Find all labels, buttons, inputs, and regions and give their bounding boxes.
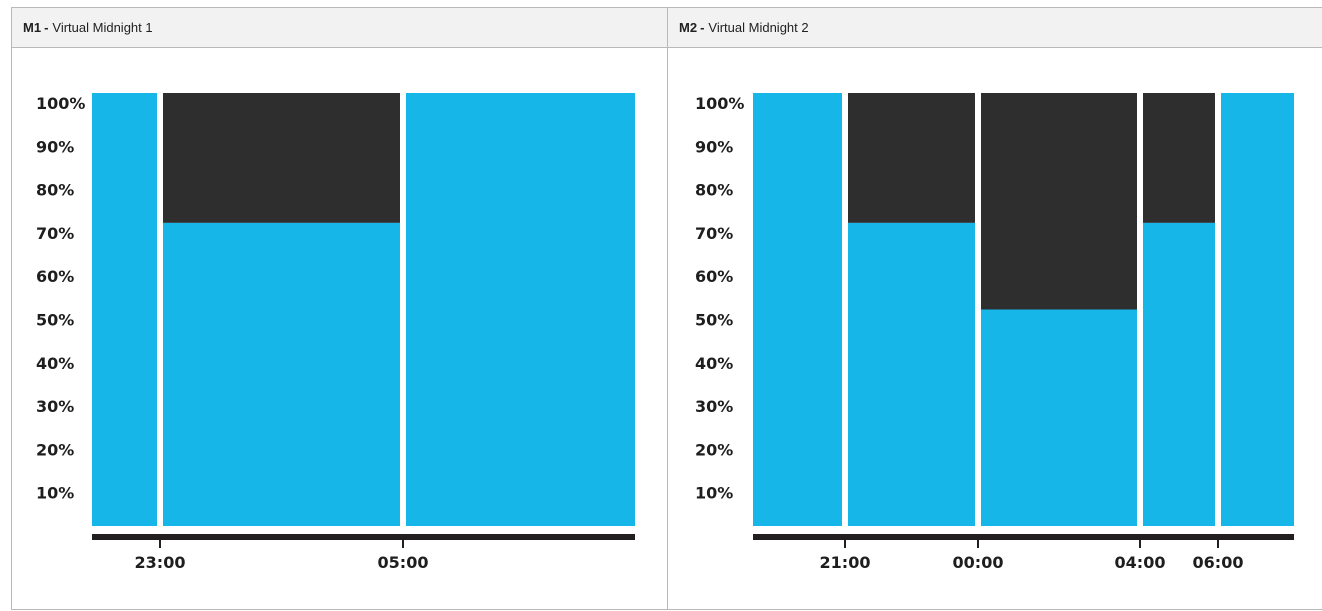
panel-code: M2 [679, 20, 698, 35]
y-tick-label: 60% [695, 267, 733, 286]
y-tick-label: 30% [36, 397, 74, 416]
panel-title: Virtual Midnight 2 [708, 20, 809, 35]
dimming-segment [1143, 93, 1215, 526]
y-tick-label: 40% [36, 354, 74, 373]
panel-m1: M1 - Virtual Midnight 1 100% 90% 80% 70% 60%… [11, 7, 668, 610]
segment-off-bar [981, 93, 1137, 310]
panel-title: Virtual Midnight 1 [52, 20, 153, 35]
y-tick-label: 40% [695, 354, 733, 373]
segment-level-bar [406, 93, 635, 526]
segment-level-bar [1221, 93, 1294, 526]
y-tick-label: 20% [695, 440, 733, 459]
y-tick-label: 80% [695, 181, 733, 200]
panel-header-m2: M2 - Virtual Midnight 2 [668, 8, 1322, 48]
y-tick-label: 10% [36, 484, 74, 503]
y-tick-label: 80% [36, 181, 74, 200]
dimming-segment [163, 93, 400, 526]
x-axis-line [753, 534, 1294, 540]
panel-separator: - [700, 20, 705, 35]
panel-header-m1: M1 - Virtual Midnight 1 [12, 8, 667, 48]
x-tick-label: 05:00 [378, 553, 429, 572]
x-tick-label: 21:00 [820, 553, 871, 572]
segment-off-bar [163, 93, 400, 223]
y-tick-label: 90% [695, 137, 733, 156]
panel-m2: M2 - Virtual Midnight 2 100% 90% 80% 70% 60%… [667, 7, 1322, 610]
y-tick-label: 70% [695, 224, 733, 243]
segment-off-bar [1143, 93, 1215, 223]
y-tick-label: 10% [695, 484, 733, 503]
segment-level-bar [848, 222, 975, 526]
y-tick-label: 70% [36, 224, 74, 243]
x-tick-mark [159, 540, 161, 548]
panel-code: M1 [23, 20, 42, 35]
segment-level-bar [981, 309, 1137, 526]
dimming-segment [753, 93, 842, 526]
dimming-segment [848, 93, 975, 526]
segment-level-bar [163, 222, 400, 526]
dimming-segment [406, 93, 635, 526]
y-tick-label: 50% [695, 311, 733, 330]
y-tick-label: 60% [36, 267, 74, 286]
segment-off-bar [848, 93, 975, 223]
x-tick-mark [844, 540, 846, 548]
panel-separator: - [44, 20, 49, 35]
x-axis-line [92, 534, 635, 540]
dimming-segment [92, 93, 157, 526]
y-tick-label: 30% [695, 397, 733, 416]
segment-level-bar [92, 93, 157, 526]
dimming-chart-m1: 100% 90% 80% 70% 60% 50% 40% 30% 20% 10% 23:00 05:0… [36, 93, 635, 572]
dimming-segment [981, 93, 1137, 526]
y-tick-label: 100% [695, 94, 744, 113]
x-tick-mark [1217, 540, 1219, 548]
segment-level-bar [1143, 222, 1215, 526]
x-tick-mark [977, 540, 979, 548]
dimming-segment [1221, 93, 1294, 526]
y-tick-label: 90% [36, 137, 74, 156]
x-tick-mark [402, 540, 404, 548]
x-tick-label: 04:00 [1115, 553, 1166, 572]
y-tick-label: 20% [36, 440, 74, 459]
x-tick-label: 23:00 [135, 553, 186, 572]
segment-level-bar [753, 93, 842, 526]
x-tick-mark [1139, 540, 1141, 548]
x-tick-label: 00:00 [953, 553, 1004, 572]
dimming-chart-m2: 100% 90% 80% 70% 60% 50% 40% 30% 20% 10% 21:00 00:0… [695, 93, 1294, 572]
y-tick-label: 100% [36, 94, 85, 113]
x-tick-label: 06:00 [1193, 553, 1244, 572]
y-tick-label: 50% [36, 311, 74, 330]
